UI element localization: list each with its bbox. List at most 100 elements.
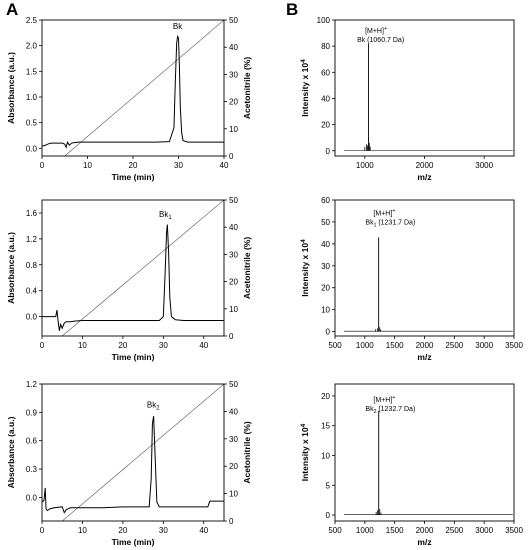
x-tick-label: 2500 (445, 341, 463, 350)
chromatogram-trace (42, 224, 224, 331)
panel-label-b: B (286, 0, 299, 19)
y-tick-label: 0.3 (26, 465, 38, 474)
x-axis-label: m/z (417, 172, 431, 182)
plot-frame (41, 199, 225, 337)
chart-hplc-bk: 0 10 20 30 40 0.0 0.5 1.0 1.5 2.0 2.5 Time (min) Abs… (6, 16, 252, 182)
y-axis-label: Absorbance (a.u.) (6, 52, 16, 124)
y-axis-label: Absorbance (a.u.) (6, 416, 16, 488)
y2-tick-label: 0 (229, 152, 234, 161)
peak-annotation-ion: [M+H]+ (373, 395, 395, 404)
chart-ms-bk1: 500 1000 1500 2000 2500 3000 3500 0 10 20 30 40 50 60… (300, 196, 523, 362)
peak-annotation-ion: [M+H]+ (365, 26, 387, 35)
x-tick-label: 20 (118, 341, 127, 350)
x-tick-label: 2500 (445, 526, 463, 535)
y-tick-label: 0 (326, 511, 331, 520)
peak-annotation-ion: [M+H]+ (373, 208, 395, 217)
plot-frame (41, 19, 225, 157)
y-tick-label: 0.0 (26, 144, 38, 153)
x-tick-label: 40 (220, 161, 229, 170)
x-tick-label: 2000 (416, 526, 434, 535)
y2-tick-label: 0 (229, 517, 234, 526)
x-tick-label: 1000 (356, 526, 374, 535)
y-tick-label: 0.4 (26, 287, 38, 296)
y2-tick-label: 40 (229, 407, 238, 416)
x-tick-label: 0 (40, 161, 45, 170)
x-tick-label: 3000 (475, 341, 493, 350)
y-tick-label: 2.5 (26, 16, 38, 25)
x-tick-label: 0 (40, 341, 45, 350)
y2-tick-label: 10 (229, 305, 238, 314)
x-tick-label: 3000 (475, 161, 493, 170)
y-tick-label: 20 (321, 121, 330, 130)
y-tick-label: 0.5 (26, 119, 38, 128)
chart-hplc-bk1: 0 10 20 30 40 0.0 0.4 0.8 1.2 1.6 Time (min) Absorb… (6, 196, 252, 362)
gradient-line (62, 200, 224, 336)
peak-annotation-mass: Bk1 (1231.7 Da) (365, 219, 415, 228)
peak-annotation-mass: Bk (1060.7 Da) (357, 37, 404, 44)
y-tick-label: 0.0 (26, 313, 38, 322)
y-tick-label: 0 (326, 147, 331, 156)
y2-axis-label: Acetonitrile (%) (242, 421, 252, 484)
y-tick-label: 50 (321, 218, 330, 227)
y-tick-label: 15 (321, 422, 330, 431)
peak-annotation: Bk2 (147, 401, 160, 412)
y-tick-label: 1.6 (26, 209, 38, 218)
y-axis-label: Intensity x 104 (300, 239, 310, 297)
y2-tick-label: 50 (229, 380, 238, 389)
y-tick-label: 10 (321, 306, 330, 315)
y-axis-label: Intensity x 104 (300, 59, 310, 117)
x-axis-label: m/z (417, 537, 431, 547)
x-tick-label: 1000 (356, 341, 374, 350)
x-tick-label: 30 (174, 161, 183, 170)
plot-frame (334, 199, 515, 337)
gradient-line (64, 20, 224, 156)
y-tick-label: 0.0 (26, 493, 38, 502)
x-axis-label: m/z (417, 352, 431, 362)
plot-frame (334, 383, 515, 522)
chromatogram-trace (42, 34, 224, 149)
x-tick-label: 10 (78, 341, 87, 350)
x-tick-label: 2000 (416, 161, 434, 170)
y2-tick-label: 50 (229, 16, 238, 25)
x-tick-label: 3500 (505, 341, 523, 350)
x-tick-label: 40 (199, 526, 208, 535)
x-tick-label: 20 (118, 526, 127, 535)
x-axis-label: Time (min) (112, 352, 155, 362)
y2-tick-label: 50 (229, 196, 238, 205)
y-tick-label: 80 (321, 42, 330, 51)
y-tick-label: 5 (326, 481, 331, 490)
y2-tick-label: 10 (229, 125, 238, 134)
x-tick-label: 30 (159, 341, 168, 350)
x-tick-label: 2000 (416, 341, 434, 350)
y-tick-label: 1.5 (26, 67, 38, 76)
y-tick-label: 40 (321, 94, 330, 103)
x-tick-label: 10 (83, 161, 92, 170)
y2-axis-label: Acetonitrile (%) (242, 237, 252, 300)
y-tick-label: 20 (321, 284, 330, 293)
y-tick-label: 30 (321, 262, 330, 271)
x-tick-label: 30 (159, 526, 168, 535)
chart-hplc-bk2: 0 10 20 30 40 0.0 0.3 0.6 0.9 1.2 Time (min) Absorb… (6, 380, 252, 547)
y-tick-label: 1.2 (26, 235, 38, 244)
x-tick-label: 20 (129, 161, 138, 170)
peak-annotation: Bk1 (159, 210, 172, 221)
x-axis-label: Time (min) (112, 537, 155, 547)
x-tick-label: 500 (328, 341, 342, 350)
chromatogram-trace (42, 416, 224, 514)
x-axis-label: Time (min) (112, 172, 155, 182)
y-tick-label: 0.8 (26, 261, 38, 270)
y2-tick-label: 20 (229, 462, 238, 471)
x-tick-label: 500 (328, 526, 342, 535)
chart-ms-bk: 1000 2000 3000 0 20 40 60 80 100 m/z Intensity x 1… (300, 16, 515, 182)
gradient-line (62, 384, 224, 521)
y2-tick-label: 10 (229, 490, 238, 499)
y-tick-label: 0.9 (26, 408, 38, 417)
peak-annotation: Bk (173, 22, 183, 31)
peak-annotation-mass: Bk2 (1232.7 Da) (365, 406, 415, 415)
x-tick-label: 1000 (356, 161, 374, 170)
y2-tick-label: 40 (229, 43, 238, 52)
y-axis-label: Intensity x 104 (300, 423, 310, 481)
y-tick-label: 2.0 (26, 42, 38, 51)
x-tick-label: 1500 (386, 526, 404, 535)
